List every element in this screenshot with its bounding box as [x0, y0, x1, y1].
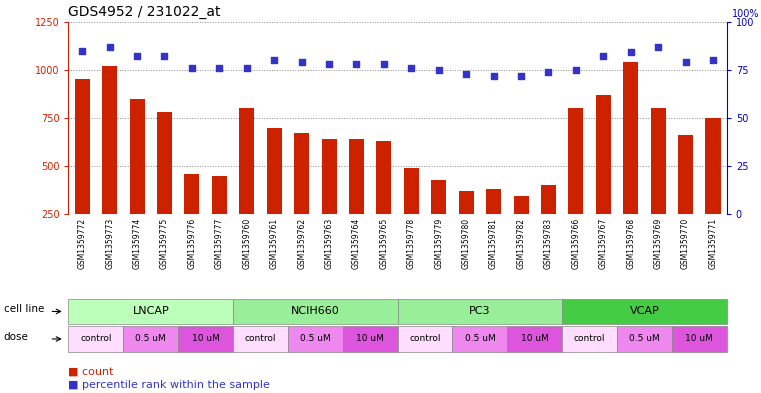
- Text: GSM1359776: GSM1359776: [187, 218, 196, 269]
- Text: GDS4952 / 231022_at: GDS4952 / 231022_at: [68, 5, 221, 19]
- Text: GSM1359771: GSM1359771: [708, 218, 718, 269]
- Text: GSM1359760: GSM1359760: [242, 218, 251, 269]
- Text: GSM1359780: GSM1359780: [462, 218, 471, 269]
- Point: [240, 65, 253, 71]
- Text: GSM1359778: GSM1359778: [407, 218, 416, 269]
- Point: [707, 57, 719, 63]
- Point: [103, 44, 116, 50]
- Text: GSM1359763: GSM1359763: [324, 218, 333, 269]
- Point: [323, 61, 335, 67]
- Bar: [486, 189, 501, 214]
- Point: [597, 53, 610, 59]
- Text: GSM1359764: GSM1359764: [352, 218, 361, 269]
- Text: GSM1359783: GSM1359783: [544, 218, 553, 269]
- Bar: [377, 141, 391, 214]
- Bar: [129, 99, 145, 214]
- Bar: [184, 174, 199, 214]
- Point: [543, 68, 555, 75]
- Point: [350, 61, 362, 67]
- Point: [652, 44, 664, 50]
- Bar: [157, 112, 172, 214]
- Point: [131, 53, 143, 59]
- Text: control: control: [80, 334, 112, 343]
- Bar: [431, 180, 446, 214]
- Point: [76, 47, 88, 53]
- Text: control: control: [574, 334, 605, 343]
- Bar: [349, 139, 364, 214]
- Bar: [102, 66, 117, 214]
- Bar: [541, 185, 556, 214]
- Text: 10 uM: 10 uM: [686, 334, 713, 343]
- Bar: [514, 196, 529, 214]
- Point: [377, 61, 390, 67]
- Point: [460, 70, 473, 77]
- Text: dose: dose: [4, 332, 29, 342]
- Point: [625, 49, 637, 55]
- Bar: [239, 108, 254, 214]
- Point: [680, 59, 692, 65]
- Text: 0.5 uM: 0.5 uM: [300, 334, 331, 343]
- Text: 0.5 uM: 0.5 uM: [135, 334, 166, 343]
- Text: NCIH660: NCIH660: [291, 307, 339, 316]
- Text: GSM1359777: GSM1359777: [215, 218, 224, 269]
- Point: [158, 53, 170, 59]
- Bar: [705, 118, 721, 214]
- Point: [406, 65, 418, 71]
- Point: [268, 57, 280, 63]
- Point: [515, 72, 527, 79]
- Text: 10 uM: 10 uM: [192, 334, 220, 343]
- Text: 100%: 100%: [732, 9, 759, 19]
- Text: GSM1359773: GSM1359773: [105, 218, 114, 269]
- Bar: [651, 108, 666, 214]
- Text: control: control: [245, 334, 276, 343]
- Text: 0.5 uM: 0.5 uM: [464, 334, 495, 343]
- Bar: [596, 95, 611, 214]
- Text: GSM1359781: GSM1359781: [489, 218, 498, 269]
- Point: [186, 65, 198, 71]
- Bar: [266, 127, 282, 214]
- Text: GSM1359762: GSM1359762: [297, 218, 306, 269]
- Bar: [459, 191, 474, 214]
- Text: 10 uM: 10 uM: [521, 334, 549, 343]
- Bar: [212, 176, 227, 214]
- Bar: [568, 108, 584, 214]
- Bar: [678, 135, 693, 214]
- Text: GSM1359768: GSM1359768: [626, 218, 635, 269]
- Text: GSM1359779: GSM1359779: [435, 218, 443, 269]
- Text: GSM1359769: GSM1359769: [654, 218, 663, 269]
- Text: GSM1359770: GSM1359770: [681, 218, 690, 269]
- Text: control: control: [409, 334, 441, 343]
- Text: VCAP: VCAP: [629, 307, 659, 316]
- Point: [570, 66, 582, 73]
- Bar: [294, 133, 309, 214]
- Text: cell line: cell line: [4, 305, 44, 314]
- Bar: [404, 168, 419, 214]
- Text: GSM1359772: GSM1359772: [78, 218, 87, 269]
- Text: GSM1359775: GSM1359775: [160, 218, 169, 269]
- Point: [488, 72, 500, 79]
- Bar: [321, 139, 336, 214]
- Point: [295, 59, 307, 65]
- Text: GSM1359765: GSM1359765: [380, 218, 388, 269]
- Point: [433, 66, 445, 73]
- Text: GSM1359766: GSM1359766: [572, 218, 581, 269]
- Text: ■ percentile rank within the sample: ■ percentile rank within the sample: [68, 380, 270, 390]
- Text: PC3: PC3: [469, 307, 491, 316]
- Text: LNCAP: LNCAP: [132, 307, 169, 316]
- Text: GSM1359761: GSM1359761: [269, 218, 279, 269]
- Text: GSM1359767: GSM1359767: [599, 218, 608, 269]
- Bar: [623, 62, 638, 214]
- Text: ■ count: ■ count: [68, 366, 114, 376]
- Point: [213, 65, 225, 71]
- Text: GSM1359774: GSM1359774: [132, 218, 142, 269]
- Text: 10 uM: 10 uM: [356, 334, 384, 343]
- Bar: [75, 79, 90, 214]
- Text: GSM1359782: GSM1359782: [517, 218, 526, 269]
- Text: 0.5 uM: 0.5 uM: [629, 334, 660, 343]
